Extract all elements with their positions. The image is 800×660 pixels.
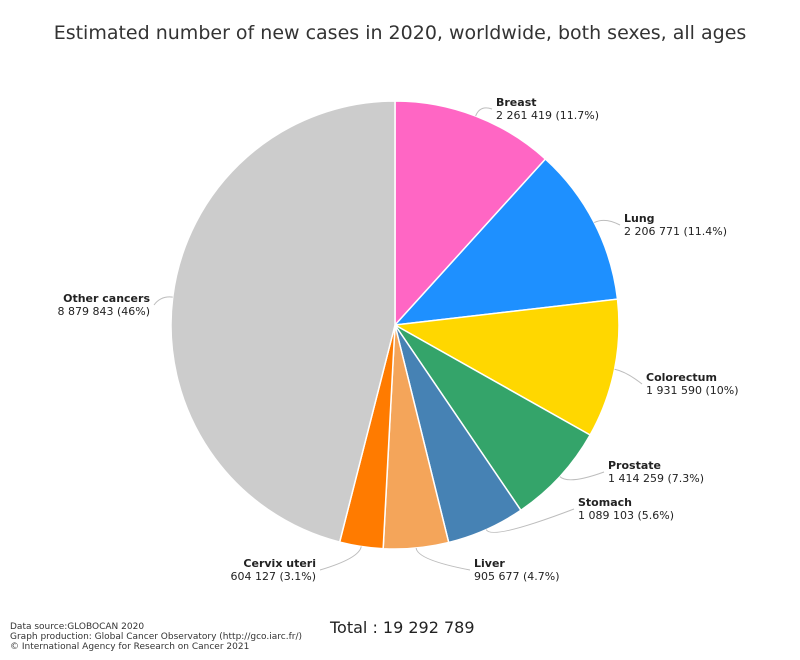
slice-label-name: Breast [496,96,537,109]
leader-line [614,368,643,385]
slice-label-name: Stomach [578,496,632,509]
leader-line [153,296,173,306]
leader-line [485,508,575,533]
slice-label-value: 2 261 419 (11.7%) [496,109,599,122]
slice-label-value: 1 931 590 (10%) [646,384,739,397]
footer: Data source:GLOBOCAN 2020 Graph producti… [10,622,302,652]
leader-line [593,219,621,226]
leader-line [415,547,471,571]
slice-label-name: Colorectum [646,371,717,384]
footer-copyright: © International Agency for Research on C… [10,642,250,652]
slice-label-value: 604 127 (3.1%) [230,570,316,583]
slice-label-value: 1 414 259 (7.3%) [608,472,704,485]
pie-slice-prostate[interactable] [394,324,592,512]
footer-production: Graph production: Global Cancer Observat… [10,632,302,642]
slice-label-name: Prostate [608,459,661,472]
slice-label-name: Liver [474,557,505,570]
slice-label-value: 8 879 843 (46%) [57,305,150,318]
slice-label-value: 2 206 771 (11.4%) [624,225,727,238]
footer-source: Data source:GLOBOCAN 2020 [10,622,145,632]
total-label: Total : 19 292 789 [330,618,475,637]
leader-line [475,107,493,117]
slice-label-name: Cervix uteri [243,557,316,570]
slice-label-name: Other cancers [63,292,150,305]
pie-slice-breast[interactable] [394,100,547,327]
slice-label-value: 905 677 (4.7%) [474,570,560,583]
slice-label-value: 1 089 103 (5.6%) [578,509,674,522]
chart-title: Estimated number of new cases in 2020, w… [53,22,747,44]
slice-label-name: Lung [624,212,655,225]
leader-line [319,546,362,571]
leader-line [559,471,605,481]
pie-slice-lung[interactable] [393,157,619,326]
